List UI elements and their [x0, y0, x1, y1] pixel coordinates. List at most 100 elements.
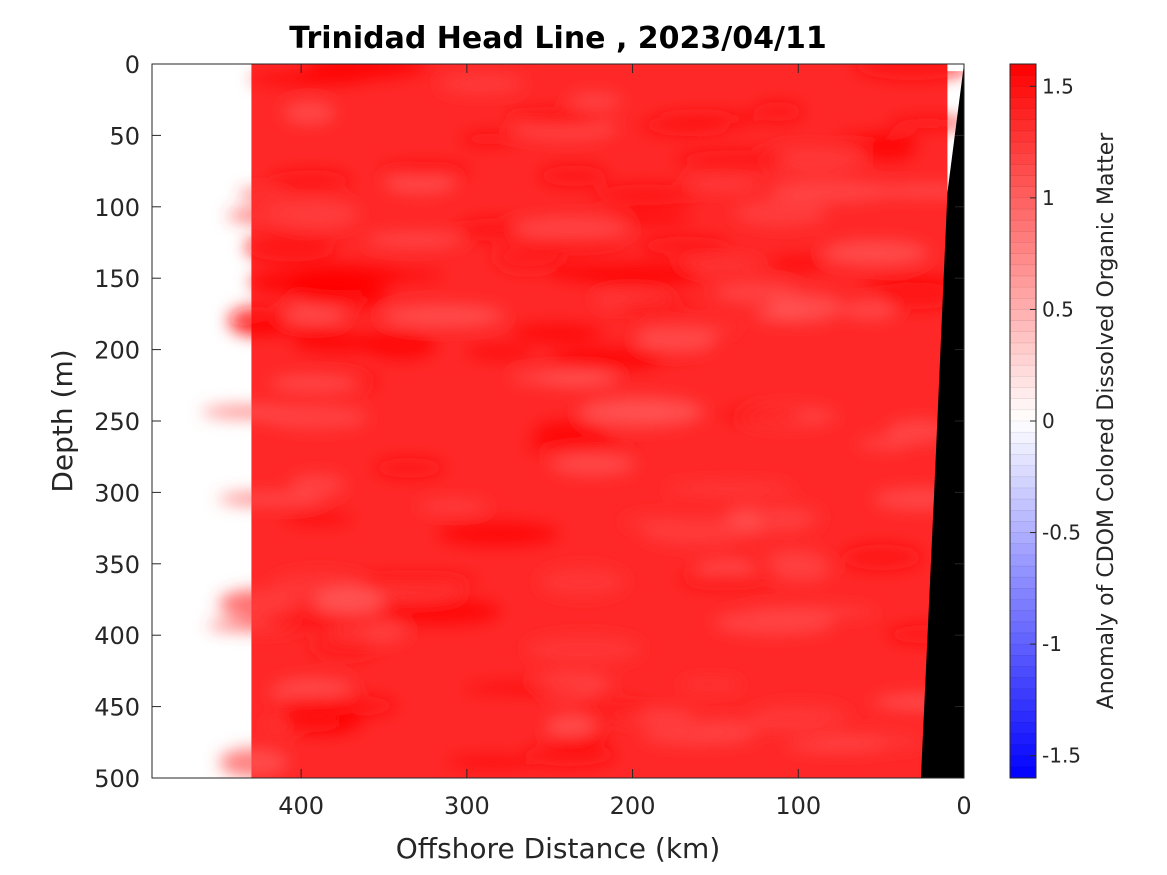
field-patch: [463, 683, 592, 694]
colorbar-segment: [1010, 97, 1036, 110]
field-patch: [684, 179, 761, 190]
colorbar-segment: [1010, 242, 1036, 255]
field-patch: [567, 92, 623, 110]
field-patch: [753, 102, 804, 122]
nearshore-gap: [947, 64, 964, 72]
colorbar-segment: [1010, 421, 1036, 433]
field-patch: [291, 332, 384, 353]
colorbar: [1010, 63, 1036, 779]
colorbar-segment: [1010, 387, 1036, 400]
colorbar-segment: [1010, 354, 1036, 366]
field-patch: [525, 439, 634, 454]
field-patch: [641, 116, 730, 135]
field-patch: [765, 549, 824, 569]
field-patch: [675, 150, 790, 169]
field-patch: [364, 583, 463, 602]
field-patch: [538, 566, 627, 597]
field-patch: [437, 521, 560, 547]
field-patch: [583, 262, 701, 288]
colorbar-segment: [1010, 476, 1036, 489]
field-patch: [861, 133, 917, 162]
field-patch: [750, 146, 866, 173]
colorbar-segment: [1010, 733, 1036, 746]
colorbar-segment: [1010, 86, 1036, 98]
field-patch: [549, 347, 664, 372]
colorbar-segment: [1010, 409, 1036, 422]
field-patch: [525, 635, 644, 664]
field-patch: [603, 211, 693, 224]
field-patch: [282, 307, 345, 325]
bathymetry-shelf: [920, 64, 964, 778]
colorbar-tick-label: -1: [1042, 632, 1062, 656]
field-patch: [678, 572, 771, 588]
colorbar-segment: [1010, 644, 1036, 656]
colorbar-segment: [1010, 499, 1036, 511]
field-patch: [733, 718, 819, 730]
field-patch: [282, 513, 354, 525]
colorbar-segment: [1010, 521, 1036, 534]
y-tick-label: 100: [94, 194, 140, 222]
colorbar-segment: [1010, 298, 1036, 310]
colorbar-segment: [1010, 142, 1036, 154]
colorbar-segment: [1010, 164, 1036, 177]
field-patch: [218, 492, 324, 506]
colorbar-segment: [1010, 209, 1036, 221]
field-patch: [753, 307, 813, 322]
field-patch: [457, 218, 526, 241]
field-patch: [842, 301, 897, 319]
x-axis-label: Offshore Distance (km): [396, 832, 721, 865]
colorbar-segment: [1010, 186, 1036, 199]
colorbar-segment: [1010, 666, 1036, 679]
colorbar-segment: [1010, 275, 1036, 288]
field-patch: [262, 611, 379, 630]
colorbar-segment: [1010, 342, 1036, 355]
field-patch: [262, 405, 370, 430]
colorbar-segment: [1010, 398, 1036, 411]
colorbar-segment: [1010, 231, 1036, 243]
field-patch: [622, 515, 687, 530]
field-patch: [365, 330, 437, 360]
colorbar-segment: [1010, 510, 1036, 522]
field-patch: [510, 217, 632, 240]
colorbar-segment: [1010, 287, 1036, 299]
colorbar-ticks: 1.5 1 0.5 0 -0.5 -1 -1.5: [1030, 74, 1081, 768]
field-patch: [438, 73, 525, 95]
colorbar-tick-label: -1.5: [1042, 744, 1081, 768]
cdom-anomaly-field: [201, 64, 964, 778]
field-patch: [550, 454, 636, 475]
field-patch: [359, 573, 478, 586]
colorbar-tick-label: 1: [1042, 186, 1055, 210]
field-patch: [416, 500, 490, 512]
colorbar-segment: [1010, 130, 1036, 143]
colorbar-segment: [1010, 677, 1036, 690]
colorbar-segment: [1010, 153, 1036, 165]
colorbar-segment: [1010, 599, 1036, 612]
colorbar-segment: [1010, 566, 1036, 578]
field-patch: [269, 170, 352, 191]
field-patch: [821, 240, 929, 265]
x-tick-label: 100: [775, 792, 821, 820]
field-patch: [460, 132, 516, 146]
colorbar-segment: [1010, 432, 1036, 444]
field-patch: [374, 458, 445, 478]
field-patch: [679, 679, 743, 691]
colorbar-segment: [1010, 376, 1036, 389]
field-patch: [311, 635, 378, 659]
y-tick-label: 500: [94, 765, 140, 793]
colorbar-segment: [1010, 699, 1036, 712]
field-patch: [713, 281, 799, 303]
colorbar-segment: [1010, 309, 1036, 322]
colorbar-segment: [1010, 264, 1036, 277]
field-patch: [377, 597, 502, 625]
colorbar-tick-label: 0: [1042, 409, 1055, 433]
colorbar-segment: [1010, 108, 1036, 121]
field-patch: [841, 544, 923, 571]
colorbar-segment: [1010, 220, 1036, 232]
colorbar-segment: [1010, 75, 1036, 87]
colorbar-tick-label: 0.5: [1042, 297, 1074, 321]
x-tick-label: 0: [956, 792, 971, 820]
colorbar-segment: [1010, 487, 1036, 500]
field-patch: [494, 242, 563, 272]
colorbar-segment: [1010, 688, 1036, 701]
colorbar-segment: [1010, 119, 1036, 132]
